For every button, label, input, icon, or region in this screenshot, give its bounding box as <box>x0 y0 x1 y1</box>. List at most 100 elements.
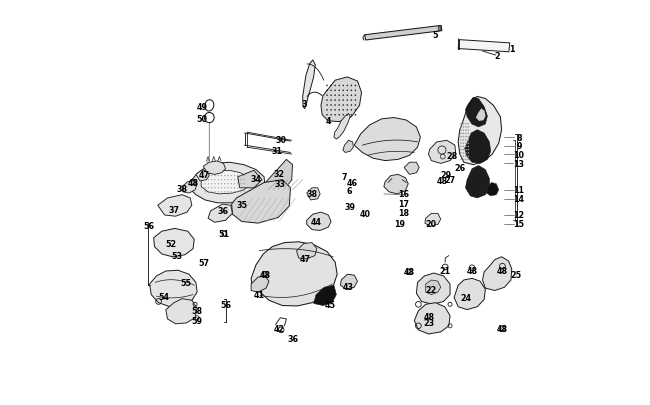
Polygon shape <box>251 242 337 306</box>
Polygon shape <box>458 97 502 165</box>
Text: 48: 48 <box>497 324 508 333</box>
Circle shape <box>208 184 209 185</box>
Polygon shape <box>476 109 486 122</box>
Circle shape <box>467 130 469 132</box>
Circle shape <box>211 176 212 177</box>
Text: 43: 43 <box>343 282 354 291</box>
Circle shape <box>224 192 225 193</box>
Circle shape <box>343 96 344 97</box>
Circle shape <box>326 110 328 111</box>
Circle shape <box>237 192 238 193</box>
Circle shape <box>465 133 467 135</box>
Circle shape <box>224 176 225 177</box>
Polygon shape <box>425 214 441 227</box>
Circle shape <box>237 184 238 185</box>
Circle shape <box>460 133 462 135</box>
Polygon shape <box>354 118 421 161</box>
Polygon shape <box>458 40 510 53</box>
Circle shape <box>355 96 356 97</box>
Polygon shape <box>251 276 269 292</box>
Text: 38: 38 <box>306 189 318 198</box>
Text: 10: 10 <box>514 151 525 160</box>
Polygon shape <box>158 195 192 217</box>
Circle shape <box>234 184 235 185</box>
Circle shape <box>463 149 464 151</box>
Text: 2: 2 <box>495 51 501 60</box>
Circle shape <box>339 110 340 111</box>
Polygon shape <box>438 26 441 32</box>
Circle shape <box>339 86 340 87</box>
Circle shape <box>214 188 215 189</box>
Text: 11: 11 <box>514 186 525 195</box>
Circle shape <box>326 105 328 106</box>
Text: 7: 7 <box>342 173 347 182</box>
Circle shape <box>221 176 222 177</box>
Circle shape <box>463 140 464 141</box>
Circle shape <box>355 115 356 116</box>
Circle shape <box>460 156 462 158</box>
Circle shape <box>240 192 241 193</box>
Text: 36: 36 <box>217 206 228 215</box>
Circle shape <box>214 184 215 185</box>
Text: 17: 17 <box>398 199 409 208</box>
Circle shape <box>346 96 348 97</box>
Circle shape <box>339 100 340 102</box>
Circle shape <box>355 105 356 106</box>
Polygon shape <box>343 141 354 153</box>
Text: 48: 48 <box>259 270 270 279</box>
Circle shape <box>351 96 352 97</box>
Circle shape <box>351 86 352 87</box>
Polygon shape <box>238 171 262 188</box>
Text: 27: 27 <box>445 176 456 185</box>
Circle shape <box>463 156 464 158</box>
Circle shape <box>460 149 462 151</box>
Circle shape <box>224 184 225 185</box>
Circle shape <box>351 105 352 106</box>
Circle shape <box>467 159 469 161</box>
Circle shape <box>343 115 344 116</box>
Circle shape <box>463 146 464 148</box>
Polygon shape <box>182 180 197 194</box>
Polygon shape <box>266 160 292 191</box>
Text: 38: 38 <box>177 184 188 193</box>
Circle shape <box>351 110 352 111</box>
Polygon shape <box>314 286 336 306</box>
Circle shape <box>326 86 328 87</box>
Text: 44: 44 <box>311 217 322 226</box>
Text: 21: 21 <box>439 266 450 275</box>
Circle shape <box>240 184 241 185</box>
Text: 47: 47 <box>198 171 209 179</box>
Text: 31: 31 <box>272 146 283 155</box>
Text: 30: 30 <box>276 135 287 144</box>
Text: 39: 39 <box>344 202 356 211</box>
Circle shape <box>227 184 228 185</box>
Circle shape <box>346 91 348 92</box>
Polygon shape <box>150 271 197 307</box>
Polygon shape <box>365 26 442 41</box>
Circle shape <box>335 86 336 87</box>
Text: 53: 53 <box>172 252 182 260</box>
Circle shape <box>465 156 467 158</box>
Text: 45: 45 <box>325 300 336 309</box>
Polygon shape <box>426 280 441 295</box>
Circle shape <box>237 180 238 181</box>
Polygon shape <box>321 78 361 122</box>
Text: 51: 51 <box>218 230 229 239</box>
Text: 29: 29 <box>441 171 452 179</box>
Text: 48: 48 <box>404 268 415 277</box>
Circle shape <box>214 176 215 177</box>
Circle shape <box>227 188 228 189</box>
Circle shape <box>339 115 340 116</box>
Polygon shape <box>487 183 499 196</box>
Circle shape <box>343 100 344 102</box>
Circle shape <box>346 105 348 106</box>
Circle shape <box>465 159 467 161</box>
Circle shape <box>463 159 464 161</box>
Text: 3: 3 <box>301 100 307 109</box>
Circle shape <box>460 140 462 141</box>
Text: 5: 5 <box>433 31 438 40</box>
Text: 55: 55 <box>181 278 192 287</box>
Circle shape <box>460 127 462 128</box>
Circle shape <box>343 86 344 87</box>
Circle shape <box>330 105 332 106</box>
